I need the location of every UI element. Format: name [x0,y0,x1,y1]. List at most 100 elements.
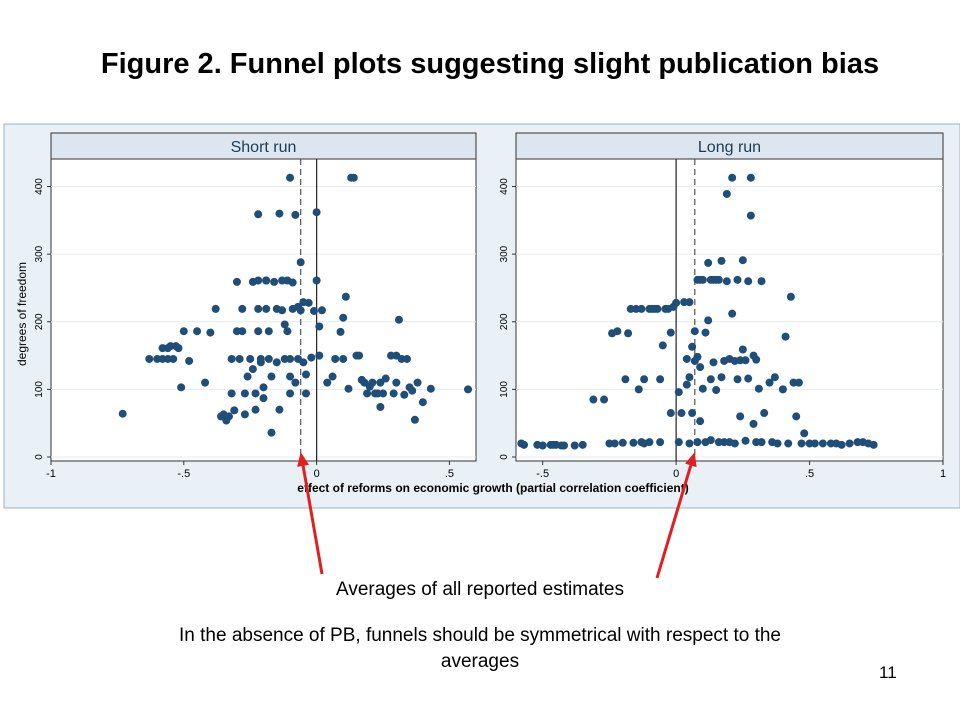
short-run-average-arrow-shaft [301,465,324,575]
data-point [254,276,263,285]
data-point [264,354,273,363]
data-point [240,410,249,419]
data-point [746,173,755,182]
y-tick-label: 400 [499,178,510,195]
long-run-panel: Long run 0 100 200 300 400 -.5 0 .5 1 [499,132,946,480]
data-point [613,327,622,336]
data-point [672,298,681,307]
data-point [733,375,742,384]
data-point [792,412,801,421]
data-point [733,275,742,284]
data-point [674,438,683,447]
data-point [706,375,715,384]
data-point [402,354,411,363]
data-point [224,412,233,421]
data-point [394,315,403,324]
data-point [677,409,686,418]
data-point [797,439,806,448]
x-tick-label: 0 [314,468,320,480]
data-point [315,322,324,331]
data-point [698,384,707,393]
data-point [717,256,726,265]
data-point [240,389,249,398]
data-point [355,351,364,360]
data-point [227,354,236,363]
data-point [749,419,758,428]
short-run-panel: Short run 0 100 200 300 400 -1 -.5 0 .5 [34,132,477,480]
long-run-average-arrow-shaft [655,464,693,579]
data-point [286,372,295,381]
data-point [389,389,398,398]
short-run-average-arrow-head [297,452,310,467]
data-point [640,375,649,384]
data-point [685,373,694,382]
data-point [696,417,705,426]
x-tick-label: 1 [940,468,946,480]
slide-title: Figure 2. Funnel plots suggesting slight… [100,48,880,80]
data-point [741,356,750,365]
data-point [704,316,713,325]
data-point [621,375,630,384]
data-point [741,436,750,445]
averages-annotation: Averages of all reported estimates [336,579,624,600]
data-point [629,438,638,447]
data-point [730,439,739,448]
data-point [701,328,710,337]
data-point [682,354,691,363]
data-point [712,386,721,395]
data-point [307,353,316,362]
data-point [682,380,691,389]
data-point [693,352,702,361]
data-point [746,211,755,220]
data-point [520,440,529,449]
data-point [722,277,731,286]
data-point [400,390,409,399]
data-point [227,389,236,398]
y-axis-title: degrees of freedom [15,262,29,366]
data-point [288,278,297,287]
data-point [286,389,295,398]
data-point [251,389,260,398]
data-point [296,306,305,315]
long-run-header [515,132,944,160]
data-point [698,275,707,284]
x-tick-label: -1 [46,468,56,480]
data-point [624,329,633,338]
y-tick-label: 300 [499,245,510,262]
data-point [800,429,809,438]
data-point [728,173,737,182]
data-point [754,384,763,393]
data-point [304,298,313,307]
long-run-title: Long run [698,139,761,156]
data-point [781,332,790,341]
x-tick-label: -.5 [177,468,190,480]
data-point [256,354,265,363]
data-point [232,277,241,286]
data-point [267,428,276,437]
data-point [706,436,715,445]
data-point [302,389,310,398]
data-point [784,439,793,448]
data-point [744,374,753,383]
data-point [722,189,731,198]
data-point [339,354,348,363]
data-point [637,304,646,313]
symmetry-note: In the absence of PB, funnels should be … [179,625,781,672]
data-point [118,409,127,418]
data-point [254,304,263,313]
data-point [600,395,609,404]
data-point [757,277,766,286]
data-point [309,306,318,315]
data-point [341,292,350,301]
y-tick-label: 0 [34,454,45,460]
data-point [426,384,435,393]
data-point [280,320,289,329]
data-point [744,277,753,286]
data-point [736,412,745,421]
data-point [392,378,401,387]
x-axis-title: effect of reforms on economic growth (pa… [297,481,688,495]
data-point [368,378,377,387]
data-point [267,372,276,381]
data-point [291,378,300,387]
data-point [408,386,417,395]
